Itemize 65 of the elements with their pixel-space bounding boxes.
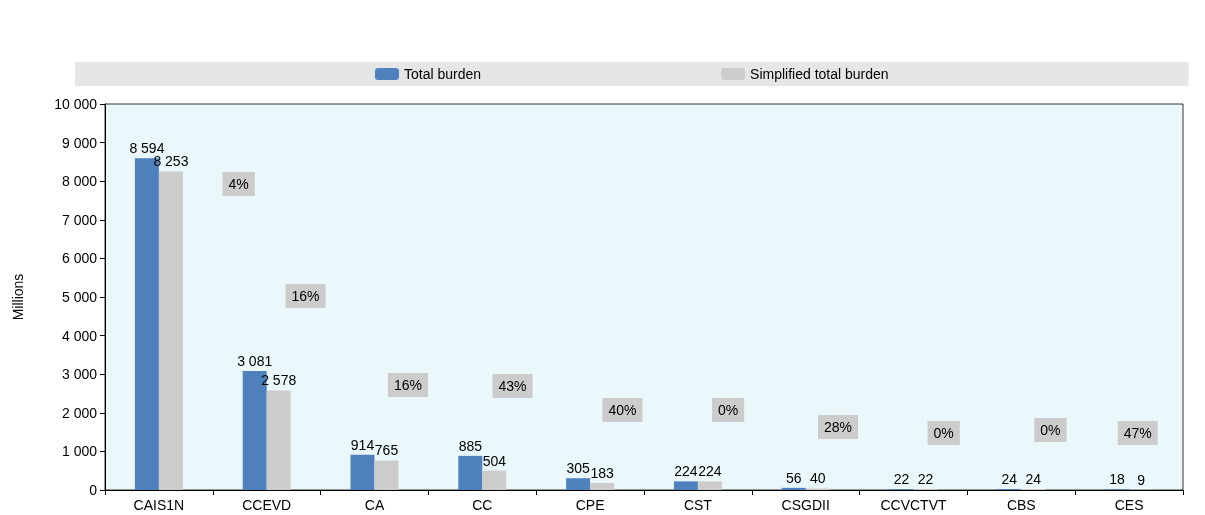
data-label: 24 <box>1001 471 1018 488</box>
y-tick-label: 2 000 <box>61 404 98 421</box>
y-tick-label: 6 000 <box>61 250 98 267</box>
bar <box>374 460 399 490</box>
data-label: 885 <box>458 437 483 454</box>
x-tick-label: CES <box>1114 497 1144 513</box>
x-tick-label: CC <box>472 497 493 513</box>
bar <box>158 171 183 490</box>
x-tick-label: CST <box>683 497 713 513</box>
data-label: 224 <box>698 463 722 480</box>
x-tick-label: CCEVD <box>242 497 292 513</box>
annotation: 16% <box>393 377 422 393</box>
annotation: 43% <box>498 378 527 394</box>
bar <box>350 454 375 490</box>
annotation: 28% <box>824 419 853 435</box>
annotation: 0% <box>717 402 739 418</box>
legend-label: Simplified total burden <box>750 66 889 82</box>
annotation: 4% <box>228 176 249 192</box>
annotation: 47% <box>1123 425 1152 441</box>
data-label: 24 <box>1025 471 1042 488</box>
x-tick-label: CAIS1N <box>133 497 185 513</box>
y-tick-label: 1 000 <box>61 443 98 460</box>
data-label: 56 <box>785 469 802 486</box>
bar <box>134 158 159 490</box>
data-label: 18 <box>1109 471 1126 488</box>
y-tick-label: 3 000 <box>61 366 98 383</box>
x-tick-label: CBS <box>1006 497 1036 513</box>
y-axis-title: Millions <box>10 273 26 321</box>
annotation: 0% <box>933 425 954 441</box>
y-tick-label: 9 000 <box>61 134 98 151</box>
x-tick-label: CCVCTVT <box>880 497 947 513</box>
x-tick-label: CSGDII <box>781 497 830 513</box>
bar <box>266 390 291 490</box>
annotation: 16% <box>291 288 320 304</box>
data-label: 183 <box>590 464 614 481</box>
data-label: 8 594 <box>129 140 165 157</box>
data-label: 22 <box>917 471 934 488</box>
y-tick-label: 10 000 <box>54 96 98 112</box>
data-label: 22 <box>893 471 910 488</box>
y-tick-label: 4 000 <box>61 327 98 344</box>
y-tick-label: 7 000 <box>61 211 98 228</box>
bar <box>697 481 722 490</box>
data-label: 504 <box>482 452 507 469</box>
x-tick-label: CPE <box>575 497 605 513</box>
data-label: 224 <box>674 463 698 480</box>
y-tick-label: 8 000 <box>61 173 98 190</box>
bar <box>242 371 267 490</box>
legend-label: Total burden <box>404 66 482 82</box>
annotation: 40% <box>608 402 637 418</box>
data-label: 9 <box>1137 471 1146 488</box>
data-label: 3 081 <box>237 353 273 370</box>
bar <box>590 482 615 490</box>
y-tick-label: 0 <box>89 482 98 498</box>
data-label: 305 <box>566 460 590 477</box>
bar <box>566 478 591 490</box>
bar <box>673 481 698 490</box>
data-label: 914 <box>350 436 375 453</box>
bar <box>482 470 507 490</box>
data-label: 40 <box>809 470 826 487</box>
annotation: 0% <box>1040 422 1061 438</box>
bar <box>781 487 806 490</box>
bar <box>458 455 483 490</box>
x-tick-label: CA <box>364 497 385 513</box>
y-tick-label: 5 000 <box>61 289 98 305</box>
data-label: 765 <box>374 442 399 459</box>
